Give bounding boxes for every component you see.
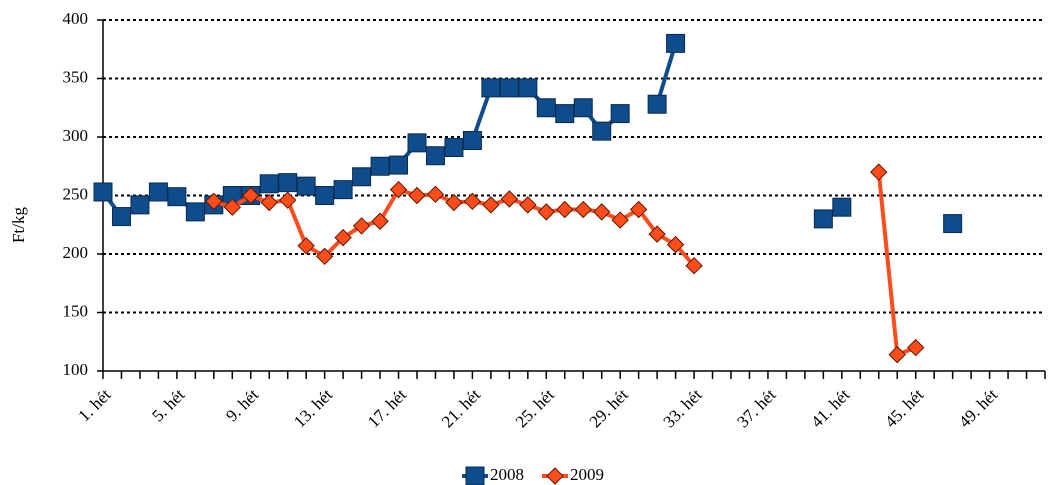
data-point xyxy=(259,174,279,194)
y-tick-label: 350 xyxy=(63,67,89,86)
legend-marker xyxy=(465,466,485,485)
x-tick-label: 5. hét xyxy=(148,385,188,425)
data-point xyxy=(574,200,592,219)
x-tick-label: 37. hét xyxy=(733,385,779,431)
data-point xyxy=(352,167,372,187)
data-point xyxy=(370,156,390,176)
data-point xyxy=(666,33,686,53)
x-tick-label: 49. hét xyxy=(955,385,1001,431)
data-point xyxy=(278,191,297,209)
data-point xyxy=(629,200,648,219)
data-point xyxy=(592,203,611,221)
data-point xyxy=(389,155,409,175)
x-tick-label: 17. hét xyxy=(364,385,410,431)
data-point xyxy=(185,202,205,222)
data-point xyxy=(389,180,408,199)
y-tick-label: 150 xyxy=(63,301,89,320)
legend-label: 2008 xyxy=(490,465,524,484)
data-point xyxy=(334,228,352,247)
data-point xyxy=(537,203,556,221)
data-point xyxy=(666,235,685,254)
x-tick-label: 45. hét xyxy=(881,385,927,431)
data-point xyxy=(888,345,906,364)
x-tick-label: 21. hét xyxy=(438,385,484,431)
data-point xyxy=(130,195,150,215)
data-point xyxy=(648,225,666,243)
data-point xyxy=(499,78,519,98)
data-point xyxy=(260,193,278,212)
data-point xyxy=(445,193,463,212)
data-point xyxy=(371,212,389,230)
data-point xyxy=(315,186,335,205)
data-point xyxy=(813,209,833,229)
data-point xyxy=(611,211,629,229)
data-point xyxy=(111,207,131,227)
data-point xyxy=(463,192,482,211)
y-tick-label: 250 xyxy=(63,184,89,203)
data-point xyxy=(555,104,575,124)
x-tick-label: 29. hét xyxy=(586,385,632,431)
legend-label: 2009 xyxy=(570,465,604,484)
y-tick-label: 300 xyxy=(63,126,89,145)
data-point xyxy=(481,78,501,98)
data-point xyxy=(407,133,427,153)
y-tick-label: 400 xyxy=(63,9,89,28)
data-point xyxy=(242,186,260,205)
data-point xyxy=(333,180,353,200)
data-point xyxy=(573,98,593,118)
data-point xyxy=(685,256,703,275)
data-point xyxy=(536,98,556,118)
data-point xyxy=(425,146,445,166)
data-point xyxy=(556,200,574,219)
data-point xyxy=(205,192,223,211)
data-point xyxy=(462,131,482,151)
data-point xyxy=(943,214,963,234)
x-tick-label: 9. hét xyxy=(222,385,262,425)
data-point xyxy=(408,186,426,205)
data-point xyxy=(870,163,888,181)
data-point xyxy=(297,237,315,255)
x-tick-label: 41. hét xyxy=(807,385,853,431)
x-tick-label: 33. hét xyxy=(659,385,705,431)
data-point xyxy=(426,185,445,204)
data-point xyxy=(518,78,538,98)
data-point xyxy=(647,94,667,114)
legend-marker xyxy=(546,467,564,485)
data-point xyxy=(167,187,187,207)
data-point xyxy=(610,104,630,124)
data-point xyxy=(444,138,464,158)
x-tick-label: 13. hét xyxy=(290,385,336,431)
data-point xyxy=(832,197,852,217)
data-point xyxy=(296,176,316,196)
x-tick-label: 25. hét xyxy=(512,385,558,431)
data-point xyxy=(93,182,113,202)
data-point xyxy=(223,198,242,216)
data-point xyxy=(592,121,612,141)
data-point xyxy=(315,247,334,266)
data-point xyxy=(519,196,537,214)
data-point xyxy=(352,217,371,235)
y-axis-label: Ft/kg xyxy=(9,207,28,243)
data-point xyxy=(906,338,925,357)
y-tick-label: 200 xyxy=(63,243,89,262)
data-point xyxy=(500,190,519,208)
y-tick-label: 100 xyxy=(63,360,89,379)
data-point xyxy=(148,182,168,202)
data-point xyxy=(278,173,298,193)
data-point xyxy=(482,196,500,214)
x-tick-label: 1. hét xyxy=(74,385,114,425)
